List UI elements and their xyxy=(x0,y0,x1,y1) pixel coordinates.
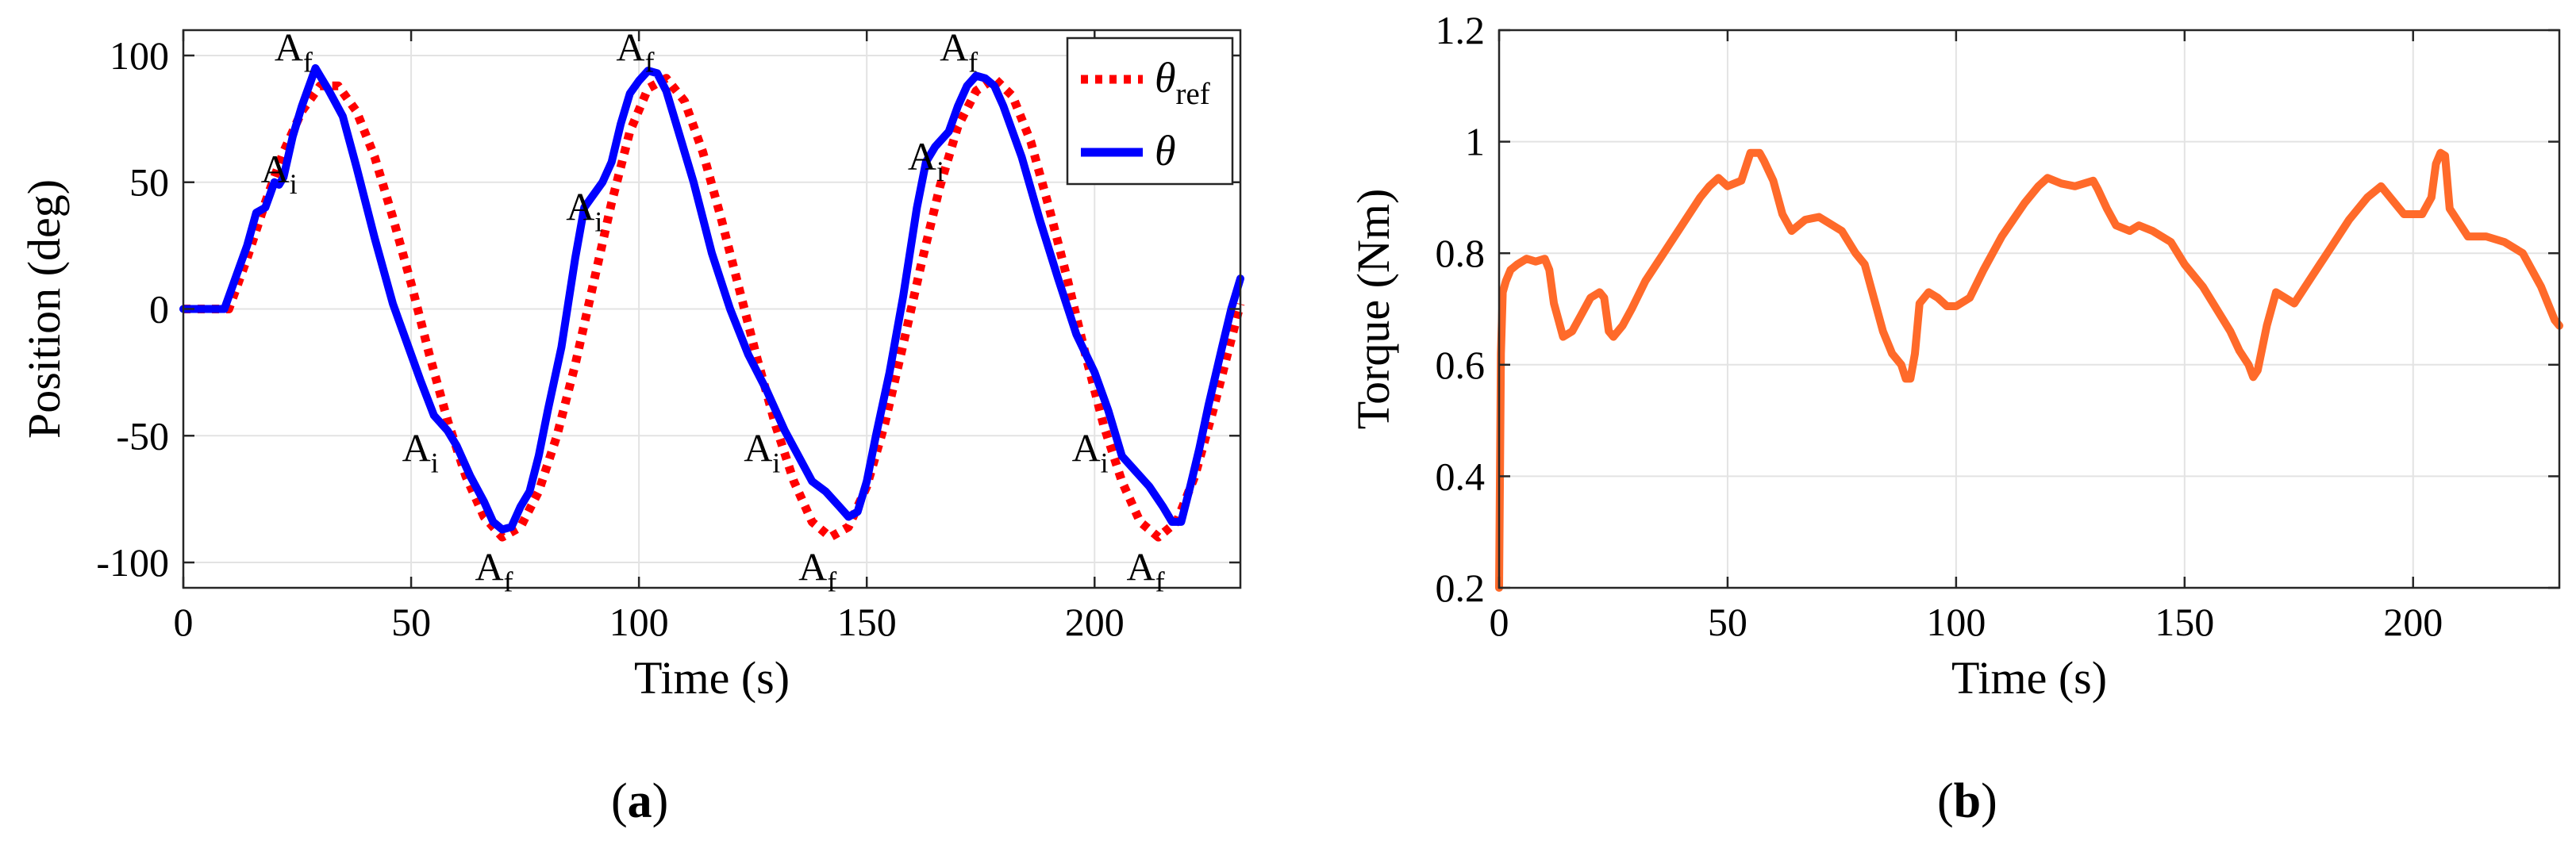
panel-a-xtick-label-0: 0 xyxy=(174,600,194,644)
panel-a-annotation-3: Af xyxy=(475,544,513,597)
panel-b-series-line-0 xyxy=(1495,148,2563,592)
panel-a-legend-label-0-sub: ref xyxy=(1176,77,1210,111)
panel-b-ytick-label-3: 0.8 xyxy=(1436,231,1486,275)
panel-a-ytick-label-3: 50 xyxy=(129,160,169,205)
panel-a-annotation-9-sub: f xyxy=(968,46,978,78)
panel-b-ylabel: Torque (Nm) xyxy=(1348,189,1399,430)
panel-a-annotation-10-main: A xyxy=(1072,425,1101,470)
panel-a-xlabel: Time (s) xyxy=(634,652,790,704)
panel-a-annotation-7: Af xyxy=(798,544,836,597)
panel-b-ytick-label-0: 0.2 xyxy=(1436,566,1486,610)
panel-b-axes-box xyxy=(1498,29,2561,589)
panel-a-annotation-7-main: A xyxy=(798,544,827,589)
panel-b-xtick-label-3: 150 xyxy=(2155,600,2214,644)
panel-b-ytick-label-4: 1 xyxy=(1465,120,1485,164)
panel-b-ytick-label-1: 0.4 xyxy=(1436,454,1486,498)
panel-a-legend-label-1-main: θ xyxy=(1155,127,1176,175)
panel-a-annotation-8-sub: i xyxy=(936,155,944,187)
panel-a-annotation-11-sub: f xyxy=(1155,566,1165,597)
panel-a-annotation-10: Ai xyxy=(1072,425,1109,478)
panel-a-annotation-7-sub: f xyxy=(827,566,836,597)
panel-b-xlabel: Time (s) xyxy=(1951,652,2107,704)
panel-a-annotation-6-sub: i xyxy=(772,447,780,478)
panel-a-annotation-11-main: A xyxy=(1126,544,1155,589)
panel-b-ytick-label-5: 1.2 xyxy=(1436,8,1486,52)
panel-a-ytick-label-1: -50 xyxy=(116,413,169,458)
panel-a-ytick-label-4: 100 xyxy=(110,33,169,78)
panel-a-annotation-9: Af xyxy=(940,25,978,78)
panel-a-annotation-1: Af xyxy=(275,25,313,78)
panel-a-annotation-2-sub: i xyxy=(431,447,439,478)
panel-a-annotation-0: Ai xyxy=(261,147,298,200)
panel-a-annotation-0-sub: i xyxy=(290,168,298,200)
panel-a-annotation-6: Ai xyxy=(744,425,780,478)
panel-a-annotation-2-main: A xyxy=(402,425,431,470)
panel-a-series-line-1 xyxy=(179,63,1244,534)
panel-a-annotation-4-sub: i xyxy=(594,206,602,238)
panel-a-xtick-label-1: 50 xyxy=(391,600,431,644)
panel-a-annotation-3-main: A xyxy=(475,544,503,589)
panel-a-annotation-5: Af xyxy=(616,25,654,78)
panel-a-legend-box xyxy=(1066,36,1234,186)
panel-a-annotation-10-sub: i xyxy=(1101,447,1109,478)
panel-a-series-line-0 xyxy=(183,74,1245,542)
panel-a-annotation-5-sub: f xyxy=(645,46,655,78)
panel-b-xtick-label-1: 50 xyxy=(1708,600,1747,644)
panel-a-annotation-11: Af xyxy=(1126,544,1164,597)
panel-a-annotation-8: Ai xyxy=(908,134,944,187)
panel-a-legend-label-0: θref xyxy=(1155,54,1210,111)
panel-a-annotation-4: Ai xyxy=(566,185,602,238)
panel-b-ytick-label-2: 0.6 xyxy=(1436,343,1486,387)
panel-a-legend-label-0-main: θ xyxy=(1155,54,1176,102)
panel-b-xtick-label-2: 100 xyxy=(1926,600,1986,644)
panel-a-annotation-9-main: A xyxy=(940,25,968,69)
panel-a-legend-label-1: θ xyxy=(1155,127,1176,175)
panel-b-plot-area xyxy=(1499,30,2559,588)
panel-b: 0 50 100 150 200 0.2 0.4 0.6 0.8 1 1.2 Time (s) Torq… xyxy=(1348,8,2563,704)
panel-a-annotation-2: Ai xyxy=(402,425,439,478)
subcaption-b: (b) xyxy=(1937,774,1997,828)
panel-b-xtick-label-4: 200 xyxy=(2383,600,2443,644)
panel-a-ylabel: Position (deg) xyxy=(18,179,70,439)
panel-a-ytick-label-2: 0 xyxy=(149,287,169,332)
panel-b-xtick-label-0: 0 xyxy=(1490,600,1509,644)
panel-a-ytick-label-0: -100 xyxy=(96,540,169,585)
panel-a-annotation-3-sub: f xyxy=(504,566,513,597)
panel-a-xtick-label-4: 200 xyxy=(1065,600,1125,644)
panel-a-annotation-1-sub: f xyxy=(303,46,313,78)
subcaption-a: (a) xyxy=(611,774,669,828)
subcaption-a-letter: a xyxy=(627,774,652,828)
panel-a-xtick-label-2: 100 xyxy=(609,600,669,644)
panel-a: 0 50 100 150 200 -100 -50 0 50 100 Time (s) Positio… xyxy=(18,25,1245,704)
panel-a-annotation-6-main: A xyxy=(744,425,772,470)
panel-a-annotation-4-main: A xyxy=(566,185,594,229)
panel-a-xtick-label-3: 150 xyxy=(837,600,897,644)
panel-a-annotation-8-main: A xyxy=(908,134,936,178)
panel-a-annotation-0-main: A xyxy=(261,147,290,191)
subcaption-b-letter: b xyxy=(1953,774,1982,828)
panel-a-annotation-1-main: A xyxy=(275,25,303,69)
panel-a-annotation-5-main: A xyxy=(616,25,644,69)
